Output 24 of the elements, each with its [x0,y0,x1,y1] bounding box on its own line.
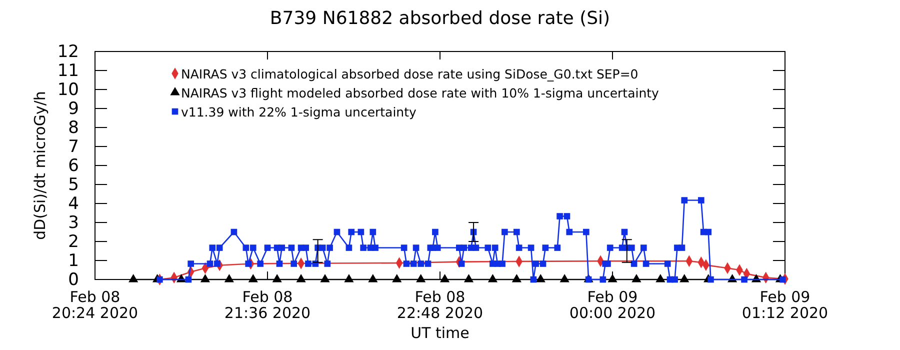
y-tick-label: 1 [68,250,79,271]
x-tick-label: Feb 08 20:24 2020 [52,288,138,322]
x-axis-title: UT time [410,324,470,342]
y-tick-label: 8 [68,118,79,138]
y-tick-label: 3 [68,212,79,233]
y-tick-label: 10 [57,80,79,100]
y-tick-label: 5 [68,174,79,195]
x-tick-label: Feb 09 00:00 2020 [569,288,656,322]
y-tick-label: 12 [57,42,79,62]
y-tick-label: 11 [57,60,79,81]
legend-label: v11.39 with 22% 1-sigma uncertainty [181,104,418,120]
y-tick-label: 7 [68,136,79,157]
y-tick-label: 6 [68,156,79,176]
y-tick-label: 4 [68,194,79,214]
x-tick-label: Feb 08 21:36 2020 [224,288,311,322]
y-tick-label: 2 [68,232,79,252]
y-axis-title: dD(Si)/dt microGy/h [31,91,49,240]
y-tick-label: 9 [68,98,79,119]
x-tick-label: Feb 09 01:12 2020 [742,288,828,322]
chart-title: B739 N61882 absorbed dose rate (Si) [270,8,610,29]
legend-label: NAIRAS v3 flight modeled absorbed dose rate with 10% 1-sigma uncertainty [181,86,660,100]
legend-label: NAIRAS v3 climatological absorbed dose rate using SiDose_G0.txt SEP=0 [181,66,638,82]
y-tick-label: 0 [68,270,79,290]
x-tick-label: Feb 08 22:48 2020 [396,288,484,322]
